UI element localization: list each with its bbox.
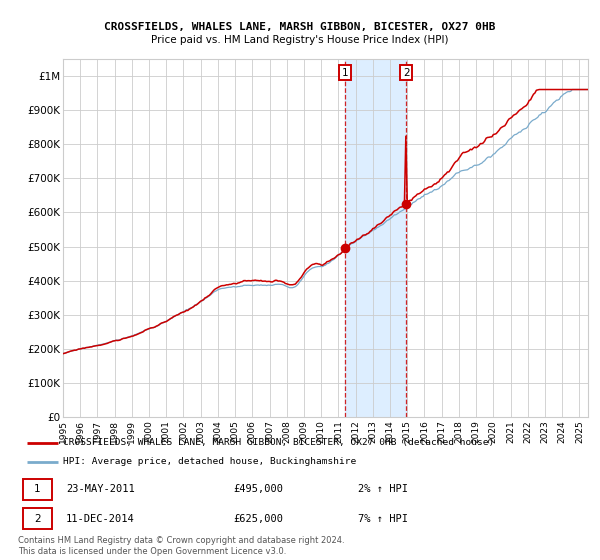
Text: 1: 1 [341,68,348,78]
Text: £495,000: £495,000 [233,484,283,494]
Text: HPI: Average price, detached house, Buckinghamshire: HPI: Average price, detached house, Buck… [64,458,356,466]
Bar [23,508,52,529]
Text: 23-MAY-2011: 23-MAY-2011 [66,484,135,494]
Text: £625,000: £625,000 [233,514,283,524]
Bar [345,59,406,417]
Text: Price paid vs. HM Land Registry's House Price Index (HPI): Price paid vs. HM Land Registry's House … [151,35,449,45]
Bar [23,479,52,500]
Text: 2: 2 [403,68,410,78]
Text: 2% ↑ HPI: 2% ↑ HPI [358,484,408,494]
Text: 1: 1 [34,484,41,494]
Text: CROSSFIELDS, WHALES LANE, MARSH GIBBON, BICESTER, OX27 0HB: CROSSFIELDS, WHALES LANE, MARSH GIBBON, … [104,22,496,32]
Text: 7% ↑ HPI: 7% ↑ HPI [358,514,408,524]
Text: 11-DEC-2014: 11-DEC-2014 [66,514,135,524]
Text: 2: 2 [34,514,41,524]
Text: Contains HM Land Registry data © Crown copyright and database right 2024.
This d: Contains HM Land Registry data © Crown c… [18,536,344,556]
Text: CROSSFIELDS, WHALES LANE, MARSH GIBBON, BICESTER, OX27 0HB (detached house): CROSSFIELDS, WHALES LANE, MARSH GIBBON, … [64,438,494,447]
